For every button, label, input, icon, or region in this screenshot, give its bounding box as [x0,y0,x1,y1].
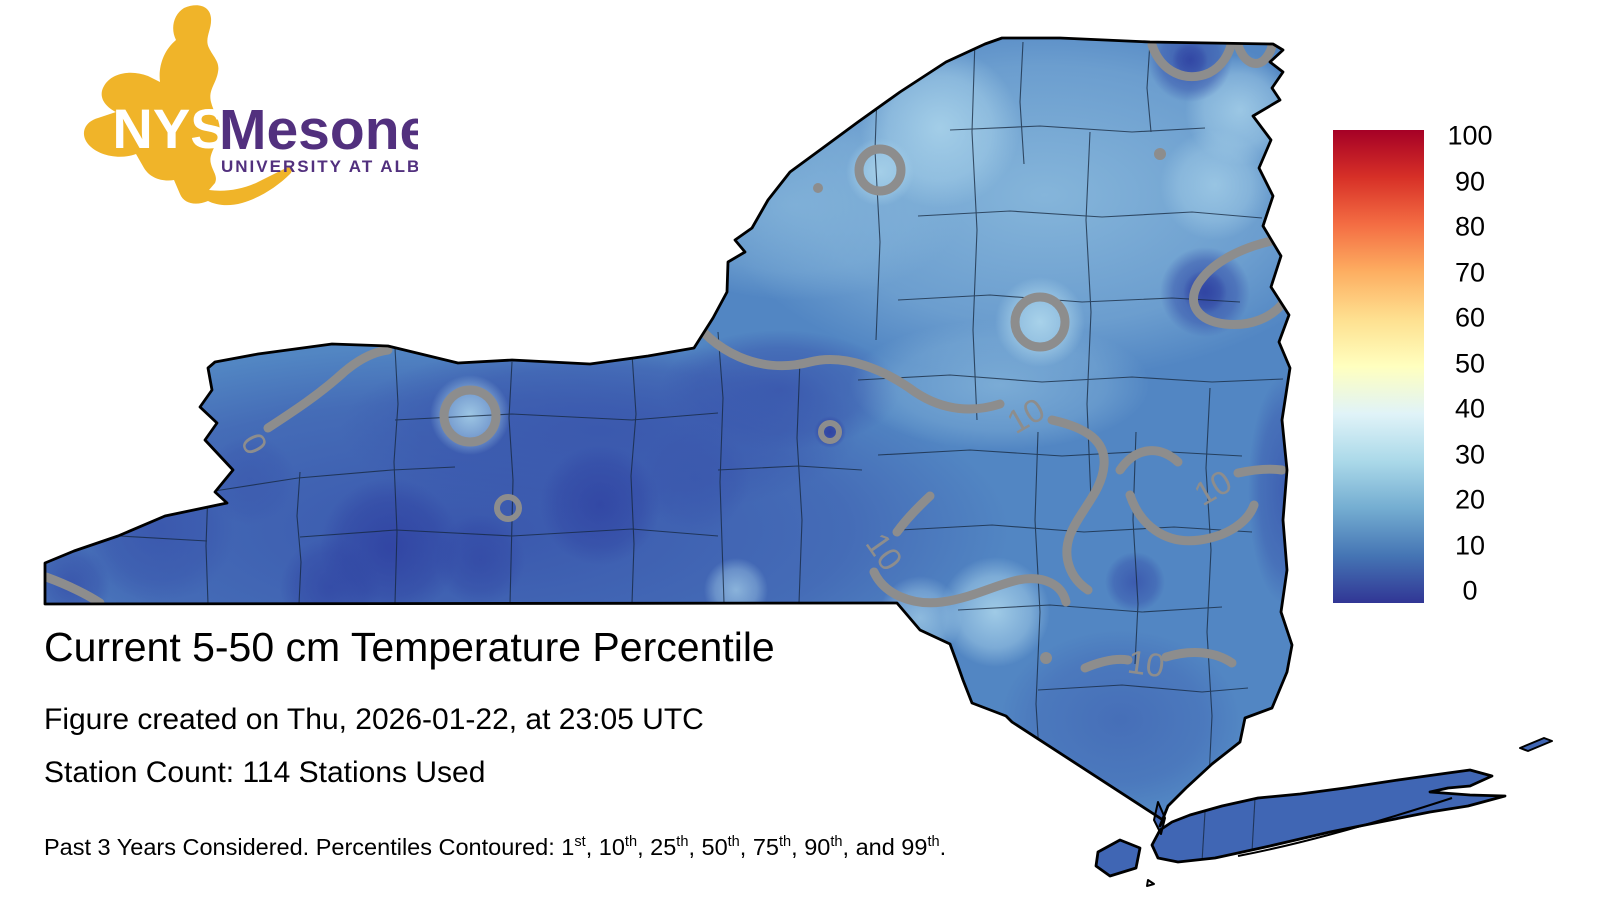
logo-mesonet-text: Mesonet [219,98,418,162]
colorbar-tick-label: 20 [1454,484,1486,515]
staten-island-fill [1096,840,1140,876]
colorbar-tick-label: 10 [1454,530,1486,560]
nys-mesonet-logo: NYS Mesonet UNIVERSITY AT ALBANY [83,5,418,206]
fishers-island-fill [1520,738,1552,751]
colorbar-tick-label: 60 [1454,302,1486,333]
colorbar-tick-label: 0 [1462,575,1478,606]
colorbar-tick-label: 90 [1454,166,1486,196]
logo-university-text: UNIVERSITY AT ALBANY [221,157,418,176]
county-borders [119,39,1284,863]
logo-state-shape [83,5,292,206]
logo-nys-text: NYS [112,97,227,160]
colorbar-tick-label: 100 [1447,120,1493,151]
state-outline [43,36,1553,887]
footnote-text: Past 3 Years Considered. Percentiles Con… [44,833,947,860]
colorbar-tick-label: 40 [1454,393,1486,424]
colorbar-tick-label: 80 [1454,211,1486,242]
colorbar-tick-label: 30 [1454,439,1486,469]
contour-label: 10 [1125,643,1167,685]
contour-lines [45,39,1288,673]
colorbar-tick-label: 50 [1454,348,1486,378]
barrier-island-line [1237,797,1453,857]
figure-title: Current 5-50 cm Temperature Percentile [44,624,775,670]
long-island-fill [1152,770,1505,862]
station-count-text: Station Count: 114 Stations Used [44,756,486,789]
colorbar-gradient [1333,130,1424,603]
colorbar-tick-label: 70 [1454,257,1486,287]
figure-created-text: Figure created on Thu, 2026-01-22, at 23… [44,703,704,736]
